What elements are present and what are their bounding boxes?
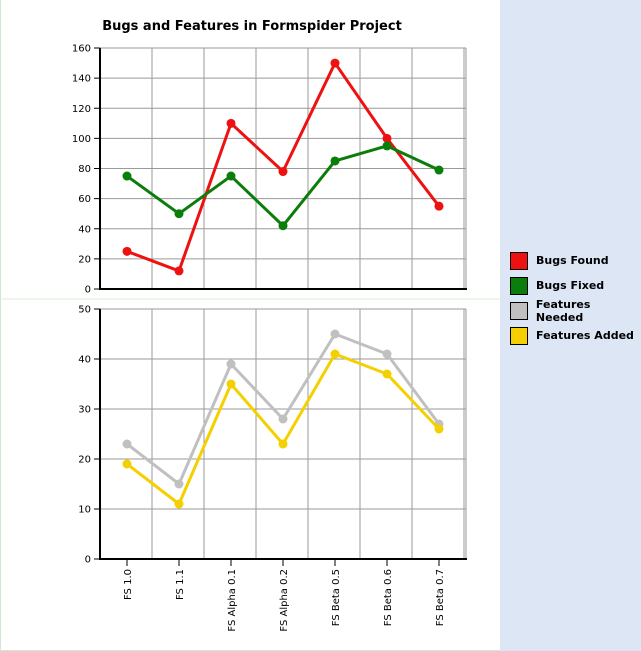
xtick-label-fs-beta-0-6: FS Beta 0.6 <box>383 569 394 626</box>
point-bugs-found-fs-1-1 <box>174 266 184 276</box>
legend-swatch-bugs-found <box>510 251 528 270</box>
legend-item-features-needed: Features Needed <box>510 297 641 324</box>
legend-label-features-needed: Features Needed <box>535 297 591 324</box>
legend-item-features-added: Features Added <box>510 323 641 348</box>
top-plot-ytick-label-60: 60 <box>78 194 91 205</box>
point-features-needed-fs-beta-0-6 <box>382 349 392 359</box>
point-bugs-found-fs-beta-0-5 <box>330 58 340 68</box>
top-plot-ytick-label-40: 40 <box>78 224 91 235</box>
bottom-plot-ytick-label-20: 20 <box>78 455 91 466</box>
xtick-label-fs-1-0: FS 1.0 <box>123 569 134 600</box>
chart-area: Bugs and Features in Formspider Project … <box>0 19 500 632</box>
point-bugs-found-fs-alpha-0-2 <box>278 167 288 177</box>
series-line-bugs-fixed <box>126 144 440 228</box>
xtick-label-fs-beta-0-5: FS Beta 0.5 <box>331 569 342 626</box>
point-bugs-found-fs-1-0 <box>122 246 132 256</box>
series-line-bugs-found <box>126 61 441 273</box>
point-bugs-fixed-fs-alpha-0-1 <box>226 171 236 181</box>
point-bugs-found-fs-beta-0-6 <box>382 133 392 143</box>
legend-item-bugs-fixed: Bugs Fixed <box>510 273 641 298</box>
point-bugs-fixed-fs-beta-0-7 <box>434 165 444 175</box>
point-bugs-fixed-fs-alpha-0-2 <box>278 221 288 231</box>
point-features-added-fs-alpha-0-1 <box>226 379 236 389</box>
point-features-needed-fs-beta-0-5 <box>330 329 340 339</box>
point-features-needed-fs-alpha-0-2 <box>278 414 288 424</box>
top-plot-ytick-label-120: 120 <box>72 104 91 115</box>
bottom-plot-ytick-label-0: 0 <box>85 555 91 566</box>
top-plot: 0 20 40 60 80 100 120 140 160 <box>72 44 467 296</box>
point-features-added-fs-beta-0-6 <box>382 369 392 379</box>
point-bugs-fixed-fs-beta-0-6 <box>382 141 392 151</box>
point-features-added-fs-beta-0-7 <box>434 424 444 434</box>
legend-label-features-added: Features Added <box>536 329 634 342</box>
chart-title: Bugs and Features in Formspider Project <box>102 19 402 34</box>
point-bugs-fixed-fs-1-0 <box>122 171 132 181</box>
point-bugs-found-fs-alpha-0-1 <box>226 118 236 128</box>
point-bugs-fixed-fs-beta-0-5 <box>330 156 340 166</box>
top-plot-ytick-label-160: 160 <box>72 44 91 55</box>
x-axis-tick-labels: FS 1.0 FS 1.1 FS Alpha 0.1 FS Alpha 0.2 FS B… <box>123 559 446 632</box>
bottom-plot-ytick-label-30: 30 <box>78 405 91 416</box>
top-plot-ytick-label-140: 140 <box>72 74 91 85</box>
bottom-plot-ytick-label-40: 40 <box>78 355 91 366</box>
legend-label-bugs-found: Bugs Found <box>536 254 609 267</box>
xtick-label-fs-alpha-0-2: FS Alpha 0.2 <box>279 569 290 632</box>
legend: Bugs Found Bugs Fixed Features Needed Fe… <box>510 248 641 348</box>
point-features-added-fs-alpha-0-2 <box>278 439 288 449</box>
point-bugs-fixed-fs-1-1 <box>174 209 184 219</box>
point-bugs-found-fs-beta-0-7 <box>434 201 444 211</box>
legend-swatch-features-added <box>510 326 528 345</box>
legend-item-bugs-found: Bugs Found <box>510 248 641 273</box>
point-features-needed-fs-1-0 <box>122 439 132 449</box>
legend-swatch-features-needed <box>510 301 528 320</box>
legend-panel <box>500 0 641 651</box>
legend-swatch-bugs-fixed <box>510 276 528 295</box>
point-features-added-fs-1-0 <box>122 459 132 469</box>
xtick-label-fs-1-1: FS 1.1 <box>175 569 186 600</box>
top-plot-ytick-label-0: 0 <box>85 285 91 296</box>
point-features-needed-fs-alpha-0-1 <box>226 359 236 369</box>
top-plot-ytick-label-20: 20 <box>78 254 91 265</box>
xtick-label-fs-beta-0-7: FS Beta 0.7 <box>435 569 446 626</box>
top-plot-ytick-label-100: 100 <box>72 134 91 145</box>
point-features-needed-fs-1-1 <box>174 479 184 489</box>
top-plot-ytick-label-80: 80 <box>78 164 91 175</box>
bottom-plot-ytick-label-50: 50 <box>78 305 91 316</box>
bottom-plot-ytick-label-10: 10 <box>78 505 91 516</box>
bottom-plot: 0 10 20 30 40 50 <box>78 305 467 566</box>
legend-label-bugs-fixed: Bugs Fixed <box>536 279 605 292</box>
point-features-added-fs-1-1 <box>174 499 184 509</box>
xtick-label-fs-alpha-0-1: FS Alpha 0.1 <box>227 569 238 632</box>
point-features-added-fs-beta-0-5 <box>330 349 340 359</box>
